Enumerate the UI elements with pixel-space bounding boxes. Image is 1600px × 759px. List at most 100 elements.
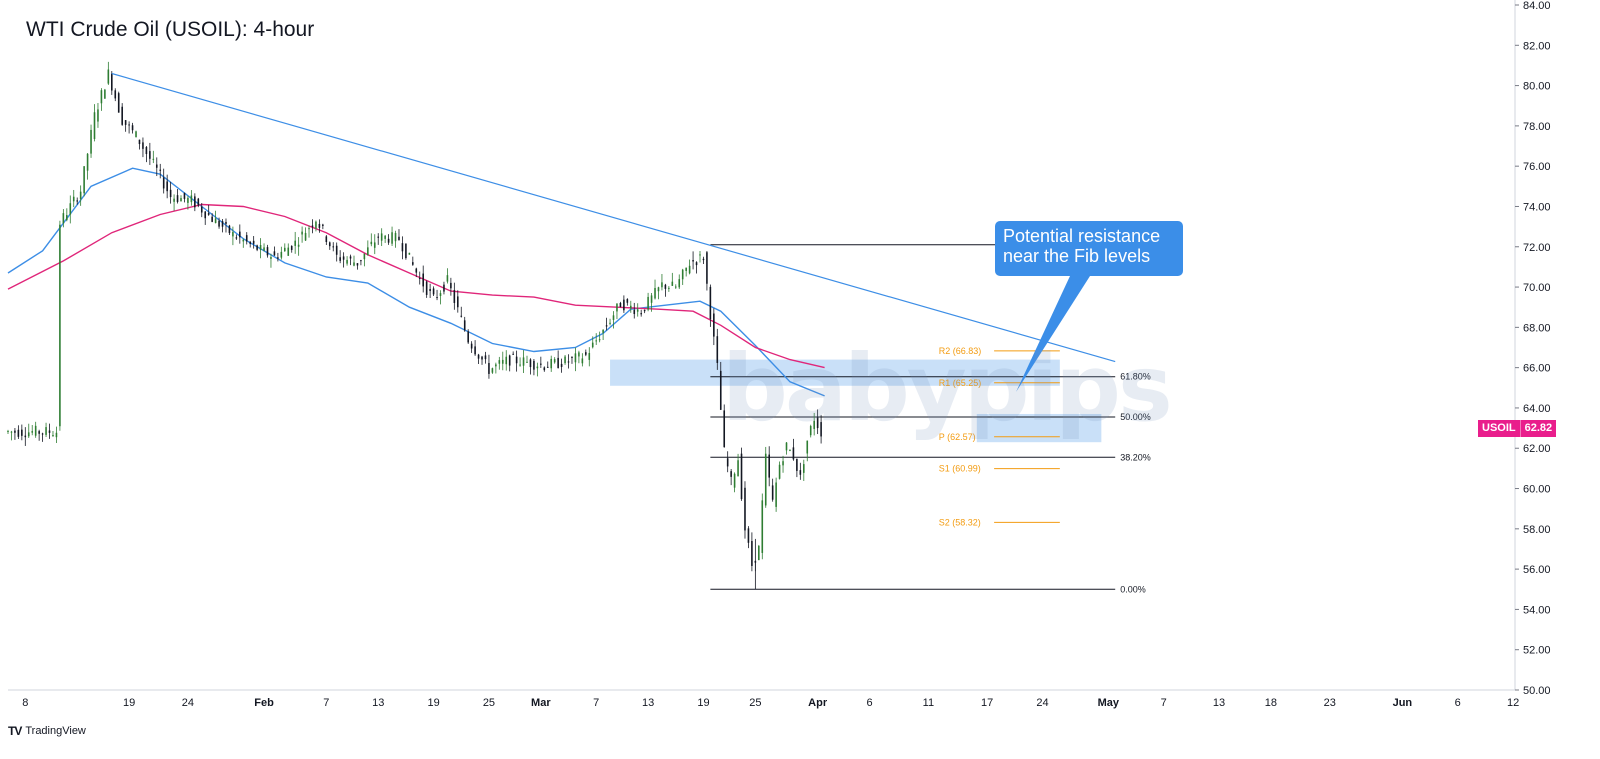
candle-body bbox=[332, 246, 335, 248]
candle-body bbox=[72, 196, 75, 202]
candle-body bbox=[439, 293, 442, 296]
candle-body bbox=[678, 279, 681, 288]
candle-body bbox=[543, 367, 546, 371]
candle-body bbox=[491, 368, 494, 373]
candle-body bbox=[498, 360, 501, 364]
price-tick-label: 60.00 bbox=[1523, 484, 1551, 496]
candle-body bbox=[117, 93, 120, 113]
candle-body bbox=[290, 245, 293, 250]
candle-body bbox=[325, 236, 328, 243]
candle-body bbox=[69, 203, 72, 215]
candle-body bbox=[695, 262, 698, 266]
candle-body bbox=[546, 366, 549, 368]
candle-body bbox=[27, 432, 30, 437]
candle-body bbox=[702, 258, 705, 261]
time-axis[interactable]: 8 19 24 Feb 7 13 19 25 Mar 7 13 19 25 Apr 6 11 17 24 May 7 1… bbox=[22, 697, 1519, 709]
price-tick-label: 74.00 bbox=[1523, 201, 1551, 213]
candle-body bbox=[654, 287, 656, 299]
candle-body bbox=[567, 361, 570, 363]
candle-body bbox=[488, 363, 490, 374]
candle-body bbox=[418, 277, 421, 279]
time-tick-label: 11 bbox=[923, 697, 934, 709]
candle-body bbox=[142, 142, 144, 149]
price-tag-value: 62.82 bbox=[1520, 420, 1557, 437]
candle-body bbox=[540, 363, 542, 365]
candle-body bbox=[335, 245, 338, 255]
time-tick-label: 19 bbox=[427, 697, 439, 709]
candle-body bbox=[495, 364, 497, 367]
candle-body bbox=[273, 251, 276, 256]
candle-body bbox=[232, 231, 234, 237]
candle-body bbox=[24, 435, 27, 438]
price-axis[interactable]: 84.00 82.00 80.00 78.00 76.00 74.00 72.00 70.00… bbox=[1515, 0, 1551, 697]
candle-body bbox=[52, 435, 54, 437]
candle-body bbox=[668, 287, 670, 289]
candle-body bbox=[799, 470, 802, 475]
time-tick-label: Feb bbox=[254, 697, 274, 709]
candle-body bbox=[183, 192, 186, 199]
price-tick-label: 76.00 bbox=[1523, 161, 1551, 173]
candle-body bbox=[595, 340, 597, 342]
time-tick-label: Jun bbox=[1393, 697, 1413, 709]
chart-title: WTI Crude Oil (USOIL): 4-hour bbox=[26, 18, 315, 41]
candle-body bbox=[422, 273, 424, 287]
time-tick-label: 8 bbox=[22, 697, 28, 709]
candle-body bbox=[259, 245, 262, 250]
price-tick-label: 62.00 bbox=[1523, 443, 1551, 455]
tradingview-logo[interactable]: TV TradingView bbox=[8, 724, 86, 738]
candle-body bbox=[619, 302, 622, 308]
candle-body bbox=[128, 124, 130, 126]
candle-body bbox=[716, 336, 719, 363]
candle-body bbox=[775, 482, 777, 507]
price-tick-label: 68.00 bbox=[1523, 322, 1551, 334]
candle-body bbox=[636, 309, 639, 312]
candle-body bbox=[304, 232, 307, 241]
candle-body bbox=[792, 447, 795, 460]
pivot-label: S1 (60.99) bbox=[939, 464, 981, 474]
pivot-label: S2 (58.32) bbox=[939, 517, 981, 527]
candle-body bbox=[66, 215, 68, 221]
candle-body bbox=[353, 262, 355, 266]
candle-body bbox=[294, 240, 296, 246]
candle-body bbox=[211, 216, 213, 222]
candle-body bbox=[630, 305, 632, 309]
candle-body bbox=[107, 69, 110, 84]
candle-body bbox=[747, 528, 750, 543]
candle-body bbox=[363, 253, 366, 260]
candle-body bbox=[474, 346, 476, 355]
candle-body bbox=[425, 281, 428, 295]
candle-body bbox=[356, 263, 359, 266]
time-tick-label: 13 bbox=[1213, 697, 1225, 709]
candle-body bbox=[740, 453, 743, 500]
candle-body bbox=[197, 198, 200, 206]
tradingview-brand: TradingView bbox=[25, 725, 86, 737]
descending-trendline bbox=[111, 72, 1116, 363]
price-tick-label: 70.00 bbox=[1523, 282, 1551, 294]
candle-body bbox=[218, 220, 220, 227]
candle-body bbox=[771, 485, 774, 500]
candle-body bbox=[623, 299, 625, 311]
candle-body bbox=[681, 269, 684, 280]
candle-body bbox=[245, 235, 248, 242]
candle-body bbox=[121, 106, 123, 125]
candle-body bbox=[380, 233, 383, 241]
candle-body bbox=[463, 320, 466, 331]
candle-body bbox=[443, 284, 445, 292]
candle-body bbox=[429, 289, 431, 291]
tradingview-icon: TV bbox=[8, 724, 22, 738]
candle-body bbox=[173, 198, 175, 202]
fib-level-label: 61.80% bbox=[1120, 372, 1151, 382]
candle-body bbox=[83, 166, 85, 194]
candle-body bbox=[751, 541, 753, 566]
candle-body bbox=[266, 247, 269, 256]
candle-body bbox=[550, 358, 553, 369]
candle-body bbox=[578, 352, 580, 357]
candle-body bbox=[339, 257, 341, 261]
candle-body bbox=[713, 313, 715, 337]
pivot-levels: R2 (66.83) R1 (65.25) P (62.57) S1 (60.99) S… bbox=[939, 346, 1060, 527]
candle-body bbox=[31, 431, 34, 433]
resistance-callout: Potential resistance near the Fib levels bbox=[995, 221, 1183, 276]
candle-body bbox=[135, 131, 137, 138]
candle-body bbox=[758, 545, 760, 561]
